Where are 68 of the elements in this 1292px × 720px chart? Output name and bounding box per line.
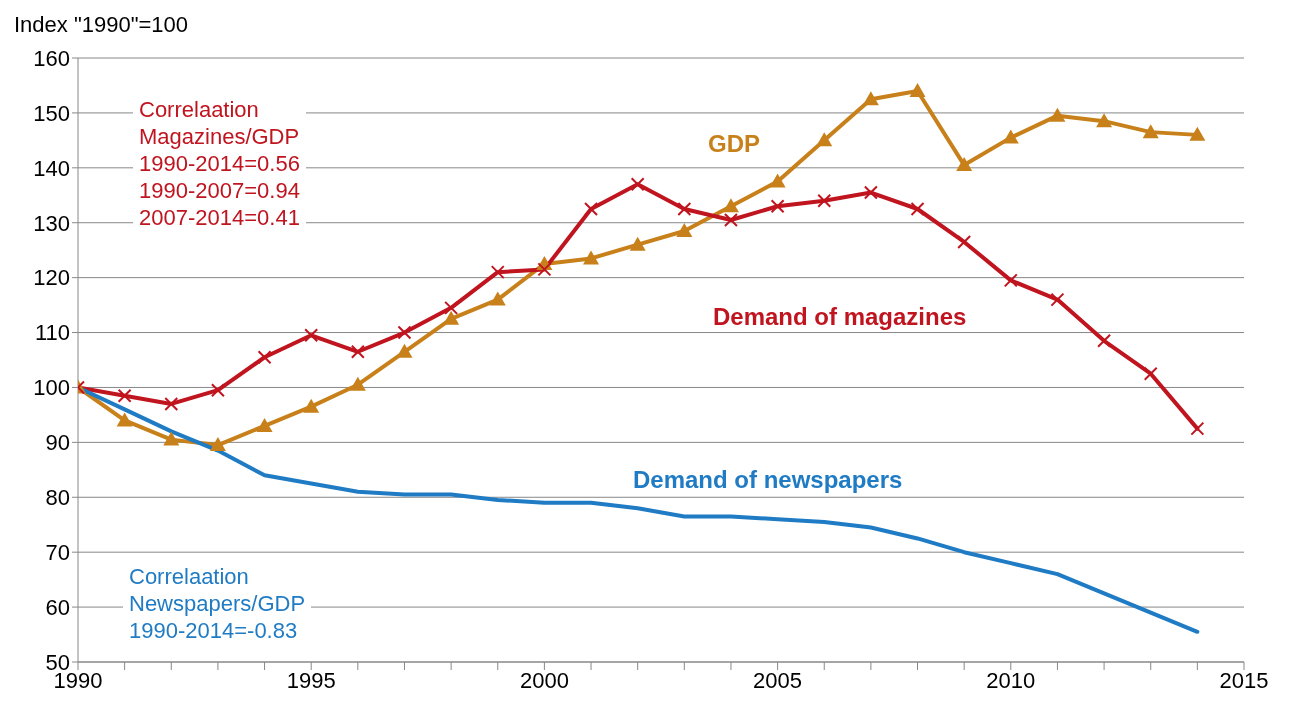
y-tick-label: 100 <box>33 375 70 401</box>
annotation: Correlaation Newspapers/GDP 1990-2014=-0.83 <box>123 563 312 644</box>
point <box>443 310 460 325</box>
y-tick-label: 70 <box>45 539 70 565</box>
x-tick-label: 2015 <box>1219 667 1269 693</box>
point <box>676 222 693 237</box>
point <box>862 91 879 106</box>
point <box>1049 107 1066 122</box>
point <box>257 350 272 365</box>
point <box>629 236 646 251</box>
y-tick-label: 120 <box>33 265 70 291</box>
point <box>1142 124 1159 139</box>
y-tick-label: 90 <box>45 430 70 456</box>
x-tick-label: 2010 <box>986 667 1036 693</box>
point <box>957 234 972 249</box>
y-tick-label: 150 <box>33 100 70 126</box>
point <box>1097 333 1112 348</box>
x-tick-label: 2000 <box>519 667 569 693</box>
point <box>303 398 320 413</box>
point <box>816 132 833 147</box>
x-tick-label: 2005 <box>753 667 803 693</box>
point <box>722 198 739 213</box>
point <box>489 291 506 306</box>
point <box>769 173 786 188</box>
point <box>490 265 505 280</box>
point <box>304 328 319 343</box>
y-tick-label: 160 <box>33 45 70 71</box>
point <box>910 202 925 216</box>
point <box>1050 292 1065 307</box>
point <box>1003 273 1018 288</box>
point <box>397 325 412 340</box>
point <box>164 396 179 411</box>
point <box>1189 126 1206 141</box>
point <box>630 177 645 192</box>
point <box>117 388 132 403</box>
point <box>817 193 832 208</box>
point <box>770 199 785 214</box>
point <box>584 202 599 216</box>
point <box>583 250 600 265</box>
y-tick-label: 80 <box>45 485 70 511</box>
point <box>909 82 926 97</box>
point <box>396 343 413 358</box>
annotation: Correlaation Magazines/GDP 1990-2014=0.56 1990-2007=0.94 2007-2014=0.41 <box>133 96 306 231</box>
point <box>209 437 226 452</box>
point <box>444 300 459 315</box>
x-tick-label: 1995 <box>286 667 336 693</box>
y-tick-label: 110 <box>34 320 70 346</box>
series-label: Demand of newspapers <box>633 466 903 494</box>
point <box>537 262 552 277</box>
y-tick-label: 60 <box>45 594 70 620</box>
y-axis-title: Index "1990"=100 <box>14 12 189 38</box>
point <box>956 157 973 172</box>
point <box>723 212 738 227</box>
point <box>349 376 366 391</box>
point <box>1096 113 1113 128</box>
point <box>163 431 180 446</box>
y-tick-label: 140 <box>33 155 70 181</box>
point <box>863 185 878 200</box>
point <box>677 202 692 216</box>
point <box>210 383 225 398</box>
point <box>350 344 365 359</box>
y-tick-label: 130 <box>33 210 70 236</box>
point <box>116 412 133 427</box>
point <box>1002 129 1019 144</box>
series-label: GDP <box>708 130 761 158</box>
series-label: Demand of magazines <box>713 303 967 331</box>
point <box>256 417 273 432</box>
point <box>1190 421 1205 436</box>
